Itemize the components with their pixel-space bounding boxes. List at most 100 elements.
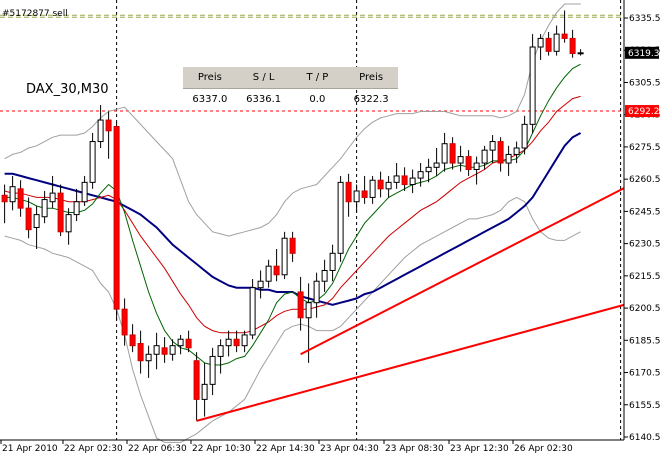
candle-body-down [561,33,568,39]
y-tick-label: 6200.5 [629,304,660,314]
candle [489,135,496,164]
candle-body-up [97,119,104,143]
candle-body-down [545,37,552,52]
y-tick-label: 6215.5 [629,272,660,282]
candle [9,175,16,211]
candle [441,132,448,172]
x-tick-label: 23 Apr 08:30 [385,444,444,454]
y-tick-label: 6185.5 [629,336,660,346]
candle [161,337,168,363]
order-panel-header: Preis S / L T / P Preis [183,67,398,89]
candle-body-down [1,194,8,203]
candle [569,29,576,58]
candle-body-up [209,355,216,385]
candle-body-up [89,141,96,183]
candle [89,132,96,189]
sl-price-box [625,105,659,118]
x-tick-label: 22 Apr 14:30 [256,444,315,454]
y-tick-label: 6230.5 [629,240,660,250]
candle-body-up [425,166,432,173]
candle [289,231,296,262]
candle-body-up [441,143,448,164]
candle-body-up [433,162,440,168]
candle-body-down [137,343,144,362]
candle-body-up [457,156,464,164]
candle [217,339,224,374]
candle [537,34,544,60]
x-tick-label: 23 Apr 12:30 [450,444,509,454]
candle [97,105,104,148]
candle [145,345,152,378]
candle [457,145,464,172]
candle [417,163,424,187]
candle-body-up [145,353,152,362]
candle-body-up [529,46,536,125]
candle [129,324,136,353]
candle [513,141,520,164]
candle [17,180,24,217]
candle [401,167,408,191]
candle [433,147,440,176]
candle-body-up [329,252,336,271]
candle [137,330,144,374]
candle [361,175,368,204]
candle [529,34,536,133]
candle-body-up [65,214,72,233]
candle-body-down [273,265,280,276]
x-tick-label: 26 Apr 02:30 [514,444,573,454]
candle [449,137,456,170]
candle-body-down [161,347,168,355]
candle [473,156,480,185]
candle-body-up [537,37,544,48]
candle-body-up [201,383,208,400]
candle [497,137,504,172]
candle [1,184,8,224]
candle [57,184,64,237]
candle-body-down [345,181,352,203]
candle-body-down [297,291,304,319]
candle-body-down [361,190,368,198]
candle [241,330,248,353]
candle [329,244,336,282]
candle [561,10,568,43]
candle-body-down [25,207,32,231]
candle-body-down [289,237,296,254]
candle [273,248,280,282]
panel-header-price-open: Preis [197,72,222,83]
x-tick-label: 22 Apr 02:30 [64,444,123,454]
candle-body-down [57,192,64,233]
candle-body-up [393,175,400,183]
candle-body-up [305,302,312,319]
y-tick-label: 6335.5 [629,14,660,24]
candle [393,163,400,189]
candle [81,175,88,207]
y-tick-label: 6275.5 [629,143,660,153]
candle-body-up [505,153,512,164]
candle-body-down [449,143,456,164]
candle [65,208,72,245]
candle [577,49,584,56]
candle [209,347,216,396]
candle [153,332,160,370]
current-price-label: 6319.3 [628,49,660,59]
candle [425,158,432,183]
candle-body-up [265,265,272,282]
candle-body-up [473,162,480,170]
candle-body-up [217,345,224,357]
candle [481,145,488,170]
candle-body-up [321,269,328,282]
trendline [300,187,625,356]
candle [521,115,528,155]
candle [281,231,288,280]
candle [313,272,320,318]
candle-body-up [49,192,56,203]
candle [465,150,472,176]
candle-body-up [417,171,424,179]
candle [121,298,128,346]
candle [201,362,208,417]
y-tick-label: 6155.5 [629,401,660,411]
bollinger-band [4,196,581,443]
panel-header-sl: S / L [252,72,275,83]
x-tick-label: 23 Apr 04:30 [320,444,379,454]
candle-body-down [121,308,128,336]
